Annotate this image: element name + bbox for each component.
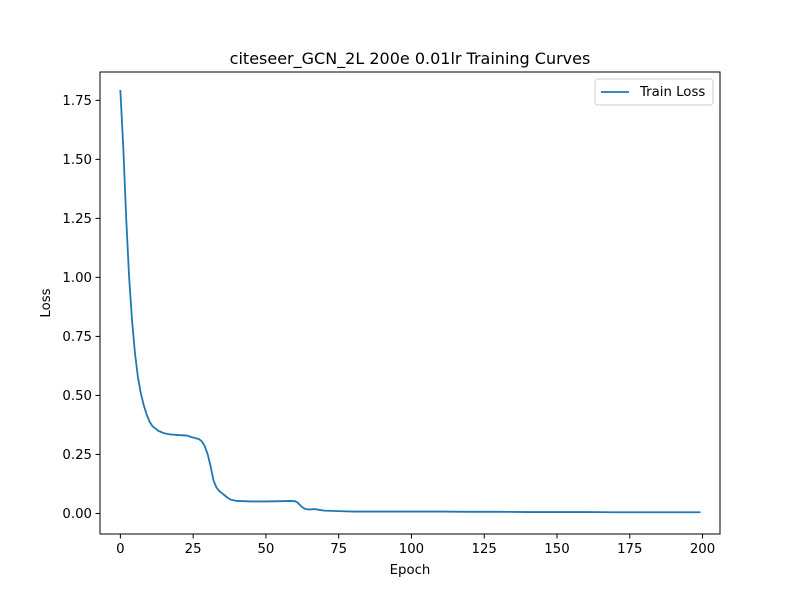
x-tick-label: 0 bbox=[116, 542, 124, 557]
x-axis-label: Epoch bbox=[390, 563, 431, 578]
legend-box bbox=[594, 78, 714, 106]
y-tick-label: 0.25 bbox=[62, 448, 92, 463]
train-loss-line bbox=[119, 89, 701, 514]
y-tick-label: 0.75 bbox=[62, 330, 92, 345]
x-tick-label: 175 bbox=[617, 542, 642, 557]
x-tick-label: 125 bbox=[472, 542, 497, 557]
x-tick-label: 25 bbox=[185, 542, 202, 557]
legend-label-train-loss: Train Loss bbox=[639, 85, 705, 100]
x-tick-label: 50 bbox=[257, 542, 274, 557]
y-axis-label: Loss bbox=[39, 288, 54, 317]
x-tick-label: 150 bbox=[544, 542, 569, 557]
x-tick-label: 100 bbox=[399, 542, 424, 557]
y-tick-label: 0.00 bbox=[62, 507, 92, 522]
legend: Train Loss bbox=[594, 78, 714, 106]
y-axis-ticks: 0.00 0.25 0.50 0.75 1.00 1.25 1.50 1.75 bbox=[62, 94, 100, 522]
y-tick-label: 1.50 bbox=[62, 153, 92, 168]
x-tick-label: 75 bbox=[330, 542, 347, 557]
x-axis-ticks: 0 25 50 75 100 125 150 175 200 bbox=[116, 534, 715, 557]
plot-frame bbox=[99, 71, 721, 535]
y-tick-label: 0.50 bbox=[62, 389, 92, 404]
y-tick-label: 1.25 bbox=[62, 212, 92, 227]
chart-title: citeseer_GCN_2L 200e 0.01lr Training Cur… bbox=[230, 49, 591, 69]
y-tick-label: 1.75 bbox=[62, 94, 92, 109]
x-tick-label: 200 bbox=[690, 542, 715, 557]
y-tick-label: 1.00 bbox=[62, 271, 92, 286]
